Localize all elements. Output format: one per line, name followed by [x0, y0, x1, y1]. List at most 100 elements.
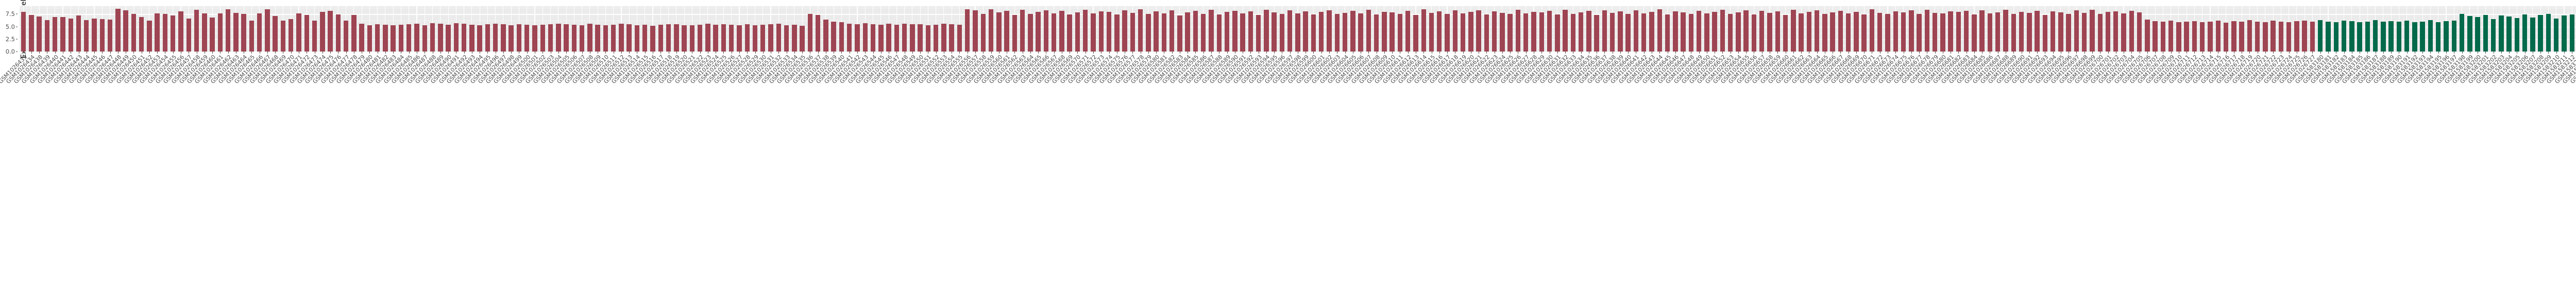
bar[interactable] — [1209, 10, 1214, 52]
bar[interactable] — [571, 25, 577, 52]
bar[interactable] — [910, 24, 915, 52]
bar[interactable] — [792, 24, 797, 52]
bar[interactable] — [2050, 11, 2056, 52]
bar[interactable] — [957, 25, 962, 52]
bar[interactable] — [1979, 10, 1985, 52]
bar[interactable] — [2530, 17, 2535, 52]
bar[interactable] — [2121, 13, 2126, 52]
bar[interactable] — [619, 24, 624, 52]
bar[interactable] — [815, 14, 821, 52]
bar[interactable] — [1350, 11, 1355, 52]
bar[interactable] — [1932, 13, 1938, 52]
bar[interactable] — [2184, 21, 2189, 52]
bar[interactable] — [2105, 12, 2111, 52]
bar[interactable] — [477, 25, 482, 52]
bar[interactable] — [1067, 14, 1072, 52]
bar[interactable] — [501, 24, 506, 52]
bar[interactable] — [1963, 11, 1969, 52]
bar[interactable] — [2546, 14, 2551, 52]
bar[interactable] — [2459, 14, 2465, 52]
bar[interactable] — [2176, 22, 2181, 52]
bar[interactable] — [1751, 14, 1757, 52]
bar[interactable] — [1759, 11, 1765, 52]
bar[interactable] — [170, 15, 176, 52]
bar[interactable] — [2199, 22, 2205, 52]
bar[interactable] — [2365, 21, 2370, 52]
bar[interactable] — [611, 25, 616, 52]
bar[interactable] — [1342, 12, 1348, 52]
bar[interactable] — [76, 15, 81, 52]
bar[interactable] — [2137, 12, 2142, 52]
bar[interactable] — [595, 24, 600, 52]
bar[interactable] — [705, 24, 710, 52]
bar[interactable] — [1885, 13, 1890, 52]
bar[interactable] — [217, 13, 223, 52]
bar[interactable] — [2349, 21, 2354, 52]
bar[interactable] — [1287, 10, 1293, 52]
bar[interactable] — [225, 9, 231, 52]
bar[interactable] — [2506, 16, 2512, 52]
bar[interactable] — [1484, 14, 1489, 52]
bar[interactable] — [461, 24, 467, 52]
bar[interactable] — [1727, 13, 1733, 52]
bar[interactable] — [1767, 13, 1772, 52]
bar[interactable] — [1476, 10, 1481, 52]
bar[interactable] — [642, 24, 648, 52]
bar[interactable] — [988, 9, 994, 52]
bar[interactable] — [1445, 14, 1450, 52]
bar[interactable] — [1146, 14, 1151, 52]
bar[interactable] — [1295, 13, 1300, 52]
bar[interactable] — [1673, 11, 1678, 52]
bar[interactable] — [2302, 20, 2307, 52]
bar[interactable] — [1248, 11, 1253, 52]
bar[interactable] — [1460, 13, 1466, 52]
bar[interactable] — [579, 25, 585, 52]
bar[interactable] — [540, 25, 545, 52]
bar[interactable] — [1500, 12, 1505, 52]
bar[interactable] — [1405, 10, 1411, 52]
bar[interactable] — [1987, 13, 1993, 52]
bar[interactable] — [1869, 9, 1875, 52]
bar[interactable] — [406, 24, 412, 52]
bar[interactable] — [2192, 21, 2197, 52]
bar[interactable] — [210, 17, 215, 52]
bar[interactable] — [359, 24, 364, 52]
bar[interactable] — [1193, 11, 1198, 52]
bar[interactable] — [312, 20, 317, 52]
bar[interactable] — [1814, 10, 1820, 52]
bar[interactable] — [1830, 12, 1835, 52]
bar[interactable] — [1956, 12, 1961, 52]
bar[interactable] — [2569, 14, 2574, 52]
bar[interactable] — [2113, 11, 2119, 52]
bar[interactable] — [784, 25, 789, 52]
bar[interactable] — [2035, 10, 2040, 52]
bar[interactable] — [2475, 17, 2480, 52]
bar[interactable] — [186, 19, 191, 52]
bar[interactable] — [1075, 12, 1080, 52]
bar[interactable] — [1618, 11, 1623, 52]
bar[interactable] — [1334, 14, 1340, 52]
bar[interactable] — [674, 24, 679, 52]
bar[interactable] — [862, 23, 868, 52]
bar[interactable] — [1185, 12, 1190, 52]
bar[interactable] — [1036, 12, 1041, 52]
bar[interactable] — [2381, 22, 2386, 52]
bar[interactable] — [1122, 10, 1127, 52]
bar[interactable] — [68, 19, 73, 52]
bar[interactable] — [2153, 21, 2158, 52]
bar[interactable] — [430, 23, 435, 52]
bar[interactable] — [1043, 10, 1049, 52]
bar[interactable] — [1940, 13, 1945, 52]
bar[interactable] — [2019, 11, 2024, 52]
bar[interactable] — [131, 13, 137, 52]
bar[interactable] — [1492, 11, 1497, 52]
bar[interactable] — [532, 25, 537, 52]
bar[interactable] — [2011, 14, 2016, 52]
bar[interactable] — [1507, 14, 1513, 52]
bar[interactable] — [1602, 10, 1607, 52]
bar[interactable] — [2436, 22, 2441, 52]
bar[interactable] — [2420, 21, 2425, 52]
bar[interactable] — [1311, 14, 1316, 52]
bar[interactable] — [2231, 21, 2236, 52]
bar[interactable] — [1688, 14, 1694, 52]
